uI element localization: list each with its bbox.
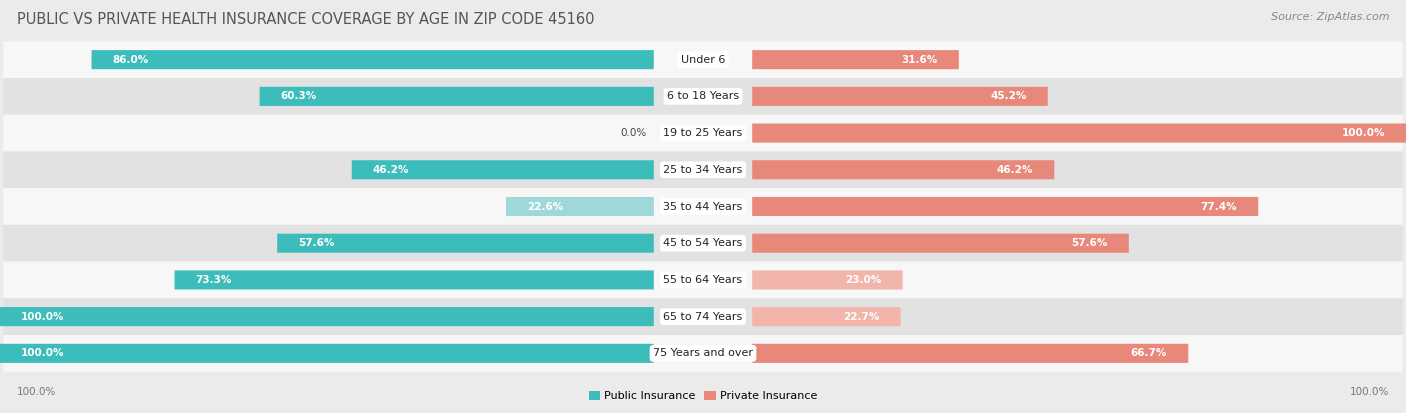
- Text: Source: ZipAtlas.com: Source: ZipAtlas.com: [1271, 12, 1389, 22]
- Text: 100.0%: 100.0%: [17, 387, 56, 397]
- Text: 60.3%: 60.3%: [281, 91, 316, 101]
- FancyBboxPatch shape: [752, 87, 1047, 106]
- FancyBboxPatch shape: [506, 197, 654, 216]
- FancyBboxPatch shape: [3, 78, 1403, 115]
- FancyBboxPatch shape: [3, 115, 1403, 152]
- FancyBboxPatch shape: [3, 335, 1403, 372]
- Text: PUBLIC VS PRIVATE HEALTH INSURANCE COVERAGE BY AGE IN ZIP CODE 45160: PUBLIC VS PRIVATE HEALTH INSURANCE COVER…: [17, 12, 595, 27]
- Text: 100.0%: 100.0%: [1341, 128, 1385, 138]
- Text: 6 to 18 Years: 6 to 18 Years: [666, 91, 740, 101]
- FancyBboxPatch shape: [3, 298, 1403, 335]
- FancyBboxPatch shape: [3, 225, 1403, 261]
- Text: 100.0%: 100.0%: [1350, 387, 1389, 397]
- Text: 23.0%: 23.0%: [845, 275, 882, 285]
- FancyBboxPatch shape: [752, 307, 901, 326]
- Text: 46.2%: 46.2%: [997, 165, 1033, 175]
- Text: 75 Years and over: 75 Years and over: [652, 348, 754, 358]
- FancyBboxPatch shape: [752, 344, 1188, 363]
- Text: 86.0%: 86.0%: [112, 55, 149, 65]
- FancyBboxPatch shape: [3, 261, 1403, 298]
- Text: 55 to 64 Years: 55 to 64 Years: [664, 275, 742, 285]
- Text: 66.7%: 66.7%: [1130, 348, 1167, 358]
- FancyBboxPatch shape: [174, 271, 654, 290]
- FancyBboxPatch shape: [260, 87, 654, 106]
- Text: 57.6%: 57.6%: [298, 238, 335, 248]
- Text: 73.3%: 73.3%: [195, 275, 232, 285]
- Text: 46.2%: 46.2%: [373, 165, 409, 175]
- Text: 25 to 34 Years: 25 to 34 Years: [664, 165, 742, 175]
- FancyBboxPatch shape: [752, 234, 1129, 253]
- Legend: Public Insurance, Private Insurance: Public Insurance, Private Insurance: [583, 386, 823, 406]
- FancyBboxPatch shape: [752, 160, 1054, 179]
- Text: 45 to 54 Years: 45 to 54 Years: [664, 238, 742, 248]
- Text: 0.0%: 0.0%: [620, 128, 647, 138]
- FancyBboxPatch shape: [752, 197, 1258, 216]
- Text: 100.0%: 100.0%: [21, 348, 65, 358]
- FancyBboxPatch shape: [3, 41, 1403, 78]
- FancyBboxPatch shape: [0, 307, 654, 326]
- Text: 19 to 25 Years: 19 to 25 Years: [664, 128, 742, 138]
- FancyBboxPatch shape: [752, 271, 903, 290]
- Text: Under 6: Under 6: [681, 55, 725, 65]
- Text: 100.0%: 100.0%: [21, 312, 65, 322]
- Text: 65 to 74 Years: 65 to 74 Years: [664, 312, 742, 322]
- FancyBboxPatch shape: [752, 50, 959, 69]
- Text: 31.6%: 31.6%: [901, 55, 938, 65]
- FancyBboxPatch shape: [0, 344, 654, 363]
- Text: 77.4%: 77.4%: [1201, 202, 1237, 211]
- FancyBboxPatch shape: [352, 160, 654, 179]
- FancyBboxPatch shape: [91, 50, 654, 69]
- FancyBboxPatch shape: [3, 152, 1403, 188]
- FancyBboxPatch shape: [752, 123, 1406, 142]
- FancyBboxPatch shape: [277, 234, 654, 253]
- Text: 35 to 44 Years: 35 to 44 Years: [664, 202, 742, 211]
- Text: 57.6%: 57.6%: [1071, 238, 1108, 248]
- Text: 22.6%: 22.6%: [527, 202, 564, 211]
- Text: 45.2%: 45.2%: [990, 91, 1026, 101]
- Text: 22.7%: 22.7%: [844, 312, 880, 322]
- FancyBboxPatch shape: [3, 188, 1403, 225]
